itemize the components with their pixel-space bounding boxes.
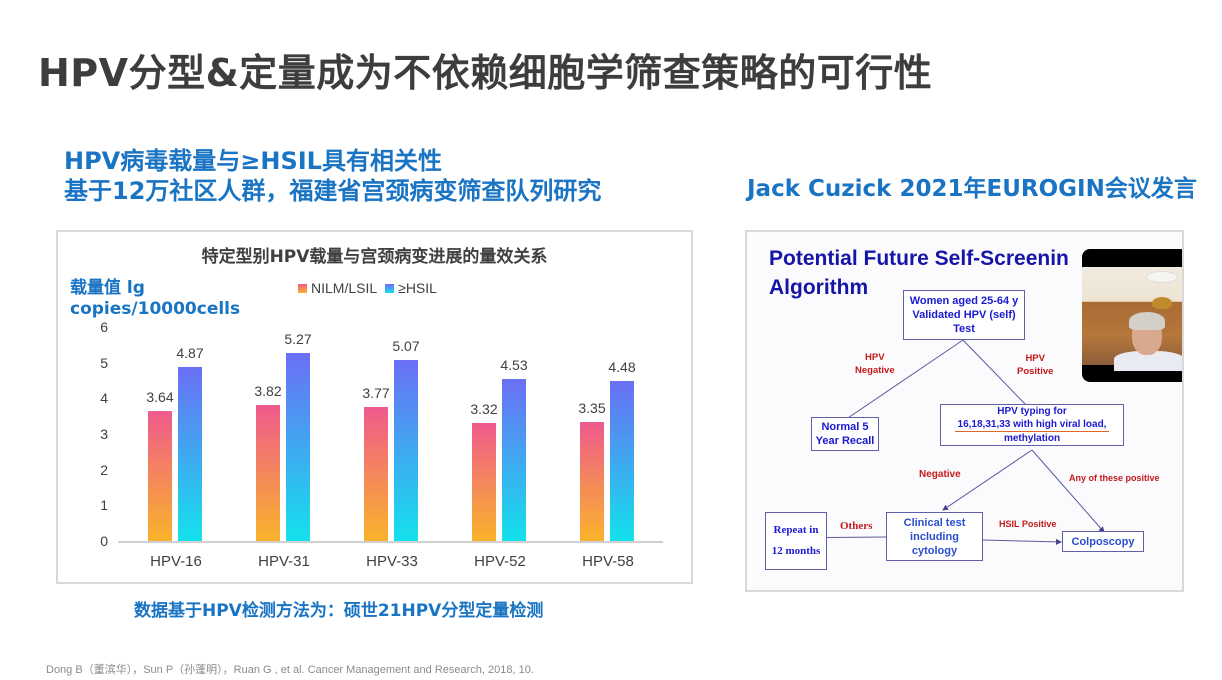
bar-hsil — [502, 379, 526, 541]
bar-group: 3.64 4.87 HPV-16 — [118, 327, 226, 570]
subtitle-study: 基于12万社区人群，福建省宫颈病变筛查队列研究 — [64, 177, 602, 205]
data-label: 3.82 — [254, 382, 282, 399]
bar-nilm — [580, 421, 604, 541]
ceiling-lamp — [1152, 297, 1172, 309]
clinical-test-box: Clinical test including cytology — [886, 512, 983, 561]
negative-label: Negative — [919, 469, 961, 480]
y-axis-label: 载量值 lg copies/10000cells — [70, 278, 290, 320]
bar-group: 3.82 5.27 HPV-31 — [226, 327, 334, 570]
plot-area: 0 1 2 3 4 5 6 3.64 4.87 HPV-16 3.82 5.27 HPV-31 3.77 5… — [100, 319, 663, 570]
legend-item-nilm: NILM/LSIL — [298, 280, 377, 296]
hpv-positive-label: HPV Positive — [1017, 352, 1053, 378]
conference-slide-image: Potential Future Self-Screenin Algorithm… — [745, 230, 1184, 592]
flowchart-connectors — [770, 339, 1105, 545]
start-box-line2: Validated HPV (self) — [912, 309, 1016, 321]
bar-nilm — [472, 422, 496, 541]
start-box-line1: Women aged 25-64 y — [909, 295, 1019, 307]
clinical-box-line1: Clinical test — [903, 516, 966, 529]
chart-legend: NILM/LSIL ≥HSIL — [298, 280, 441, 296]
slide-title: Potential Future Self-Screenin Algorithm — [769, 244, 1069, 302]
x-tick: HPV-31 — [258, 553, 310, 570]
repeat-box-line1: Repeat in — [773, 524, 819, 536]
legend-item-hsil: ≥HSIL — [385, 280, 437, 296]
bar-group: 3.77 5.07 HPV-33 — [334, 327, 442, 570]
typing-box-line3: methylation — [1003, 433, 1061, 444]
legend-label-nilm: NILM/LSIL — [311, 280, 378, 296]
recall-box-line2: Year Recall — [815, 435, 875, 447]
bar-hsil — [178, 367, 202, 541]
data-label: 3.32 — [470, 400, 498, 417]
hpv-negative-line2: Negative — [855, 365, 895, 376]
clinical-box-line3: cytology — [911, 544, 958, 557]
speaker-video-thumbnail — [1082, 249, 1182, 382]
bar-chart-panel: 特定型别HPV载量与宫颈病变进展的量效关系 载量值 lg copies/1000… — [56, 230, 693, 584]
hpv-typing-box: HPV typing for 16,18,31,33 with high vir… — [940, 404, 1124, 446]
legend-swatch-nilm — [298, 283, 307, 293]
data-label: 5.27 — [284, 331, 312, 348]
bar-hsil — [610, 381, 634, 541]
chart-note: 数据基于HPV检测方法为：硕世21HPV分型定量检测 — [134, 601, 544, 621]
hpv-negative-label: HPV Negative — [855, 351, 895, 377]
x-axis-line — [118, 541, 663, 543]
typing-box-line1: HPV typing for — [997, 406, 1067, 417]
speaker-shirt — [1114, 351, 1182, 371]
colposcopy-box: Colposcopy — [1062, 531, 1144, 552]
bar-nilm — [364, 406, 388, 541]
y-tick: 0 — [100, 533, 108, 549]
flow-start-box: Women aged 25-64 y Validated HPV (self) … — [903, 290, 1025, 340]
bar-group: 3.35 4.48 HPV-58 — [550, 327, 658, 570]
y-tick: 5 — [100, 354, 108, 371]
recall-box-line1: Normal 5 — [821, 421, 869, 433]
hsil-positive-label: HSIL Positive — [999, 519, 1057, 529]
bar-hsil — [394, 360, 418, 541]
bar-nilm — [256, 404, 280, 541]
citation: Dong B（董滨华），Sun P（孙蓬明），Ruan G , et al. C… — [46, 664, 534, 676]
ceiling-rosette — [1146, 271, 1178, 283]
normal-recall-box: Normal 5 Year Recall — [811, 417, 879, 451]
data-label: 3.77 — [362, 384, 390, 401]
y-tick: 1 — [100, 497, 108, 514]
hpv-positive-line2: Positive — [1017, 366, 1054, 377]
data-label: 4.48 — [608, 359, 636, 376]
x-tick: HPV-33 — [366, 553, 418, 570]
speaker-heading: Jack Cuzick 2021年EUROGIN会议发言 — [747, 176, 1197, 202]
slide-title-line2: Algorithm — [769, 276, 869, 299]
video-frame — [1082, 267, 1182, 371]
legend-label-hsil: ≥HSIL — [398, 280, 437, 296]
data-label: 5.07 — [392, 338, 420, 355]
y-tick: 3 — [100, 426, 108, 442]
start-box-line3: Test — [953, 323, 975, 335]
chart-title: 特定型别HPV载量与宫颈病变进展的量效关系 — [201, 247, 548, 267]
y-tick: 2 — [100, 461, 108, 478]
bar-group: 3.32 4.53 HPV-52 — [442, 327, 550, 570]
bar-nilm — [148, 411, 172, 541]
data-label: 3.64 — [146, 389, 174, 406]
legend-swatch-hsil — [385, 283, 395, 293]
data-label: 4.53 — [500, 357, 528, 374]
x-tick: HPV-58 — [582, 553, 634, 570]
page-title: HPV分型&定量成为不依赖细胞学筛查策略的可行性 — [38, 51, 933, 95]
typing-box-line2: 16,18,31,33 with high viral load, — [957, 419, 1107, 430]
y-tick: 4 — [100, 390, 108, 407]
hpv-positive-line1: HPV — [1025, 353, 1045, 364]
repeat-box: Repeat in 12 months — [765, 512, 827, 570]
y-tick: 6 — [100, 319, 108, 335]
highlight-underline — [955, 431, 1109, 432]
y-axis-label-line2: copies/10000cells — [70, 299, 241, 319]
x-tick: HPV-52 — [474, 553, 526, 570]
speaker-hair — [1129, 312, 1165, 330]
subtitle-correlation: HPV病毒载量与≥HSIL具有相关性 — [64, 147, 442, 175]
any-positive-label: Any of these positive — [1069, 473, 1160, 483]
data-label: 3.35 — [578, 399, 606, 416]
clinical-box-line2: including — [910, 530, 959, 543]
y-axis-label-line1: 载量值 lg — [70, 278, 145, 298]
data-label: 4.87 — [176, 345, 204, 362]
repeat-box-line2: 12 months — [771, 545, 821, 557]
others-label: Others — [840, 520, 873, 532]
hpv-negative-line1: HPV — [865, 352, 885, 363]
x-tick: HPV-16 — [150, 553, 202, 570]
bar-hsil — [286, 353, 310, 541]
slide-title-line1: Potential Future Self-Screenin — [769, 247, 1069, 270]
